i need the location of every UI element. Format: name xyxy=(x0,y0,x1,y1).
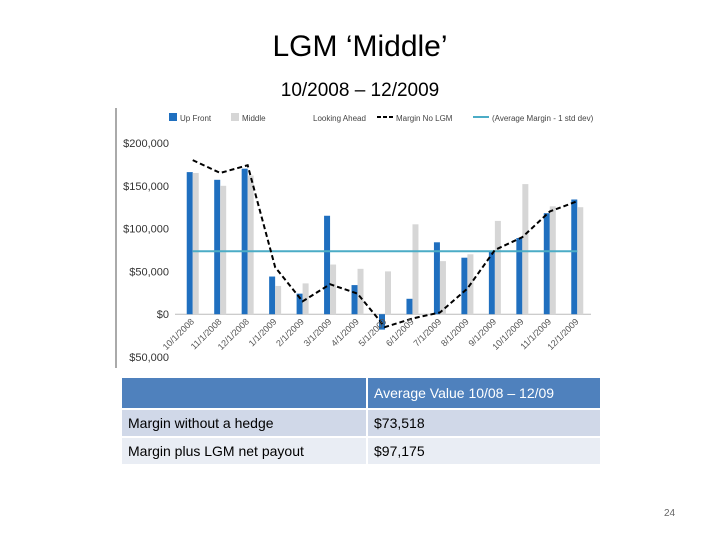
row-value: $73,518 xyxy=(366,408,602,438)
chart-x-axis: 10/1/200811/1/200812/1/20081/1/20092/1/2… xyxy=(161,317,581,352)
row-value: $97,175 xyxy=(366,436,602,466)
up-front-bar xyxy=(241,168,248,315)
chart-lines xyxy=(192,159,578,329)
middle-bar xyxy=(494,220,501,315)
up-front-bar xyxy=(433,242,440,315)
y-tick-label: $0 xyxy=(157,309,169,321)
middle-bar xyxy=(412,224,419,315)
y-tick-label: $200,000 xyxy=(123,138,169,150)
slide-title: LGM ‘Middle’ xyxy=(272,30,448,63)
x-tick-label: 8/1/2009 xyxy=(439,317,471,349)
up-front-bar xyxy=(488,250,495,315)
x-tick-label: 2/1/2009 xyxy=(274,317,306,349)
legend-swatch xyxy=(169,113,177,121)
x-tick-label: 1/1/2009 xyxy=(247,317,279,349)
y-tick-label: $150,000 xyxy=(123,181,169,193)
middle-bar xyxy=(330,264,337,315)
legend-label: Middle xyxy=(242,114,266,123)
middle-bar xyxy=(192,172,199,315)
chart-legend: Up Front Middle Looking Ahead Margin No LGM… xyxy=(169,113,594,123)
up-front-bar xyxy=(214,179,221,315)
middle-bar xyxy=(247,175,254,315)
table-header-row: Average Value 10/08 – 12/09 xyxy=(120,376,602,410)
average-value-table: Average Value 10/08 – 12/09 Margin witho… xyxy=(120,376,602,466)
up-front-bar xyxy=(571,199,578,315)
legend-label: (Average Margin - 1 std dev) xyxy=(492,114,594,123)
middle-bar xyxy=(522,184,529,315)
middle-bar xyxy=(220,185,227,315)
table-header-value: Average Value 10/08 – 12/09 xyxy=(366,376,602,410)
up-front-bar xyxy=(461,257,468,315)
legend-label: Looking Ahead xyxy=(313,114,366,123)
row-label: Margin plus LGM net payout xyxy=(120,436,368,466)
middle-bar xyxy=(439,261,446,315)
y-tick-label: $50,000 xyxy=(129,266,169,278)
middle-bar xyxy=(275,285,282,315)
middle-bar xyxy=(385,271,391,315)
middle-bar xyxy=(357,268,364,315)
x-tick-label: 3/1/2009 xyxy=(302,317,334,349)
table-row: Margin without a hedge $73,518 xyxy=(120,408,602,438)
y-tick-label: $100,000 xyxy=(123,224,169,236)
row-label: Margin without a hedge xyxy=(120,408,368,438)
up-front-bar xyxy=(516,238,523,315)
up-front-bar xyxy=(406,298,413,315)
up-front-bar xyxy=(351,285,358,315)
table-row: Margin plus LGM net payout $97,175 xyxy=(120,436,602,466)
lgm-middle-chart: Up Front Middle Looking Ahead Margin No LGM… xyxy=(115,108,594,368)
chart-y-axis: $200,000 $150,000 $100,000 $50,000 $0 $50,000 xyxy=(123,138,591,364)
y-tick-label: $50,000 xyxy=(129,352,169,364)
x-tick-label: 7/1/2009 xyxy=(411,317,443,349)
table-header-blank xyxy=(120,376,368,410)
slide-subtitle: 10/2008 – 12/2009 xyxy=(280,80,440,101)
legend-label: Margin No LGM xyxy=(396,114,453,123)
x-tick-label: 4/1/2009 xyxy=(329,317,361,349)
up-front-bar xyxy=(296,293,303,315)
x-tick-label: 6/1/2009 xyxy=(384,317,416,349)
legend-swatch xyxy=(231,113,239,121)
middle-bar xyxy=(549,206,556,315)
legend-label: Up Front xyxy=(180,114,212,123)
up-front-bar xyxy=(324,215,331,315)
middle-bar xyxy=(577,207,584,315)
chart-bars xyxy=(186,168,584,330)
page-number: 24 xyxy=(664,508,676,519)
x-tick-label: 5/1/2009 xyxy=(357,317,389,349)
margin-no-lgm-line xyxy=(192,159,578,329)
up-front-bar xyxy=(269,276,276,315)
up-front-bar xyxy=(186,172,193,315)
up-front-bar xyxy=(543,213,550,315)
